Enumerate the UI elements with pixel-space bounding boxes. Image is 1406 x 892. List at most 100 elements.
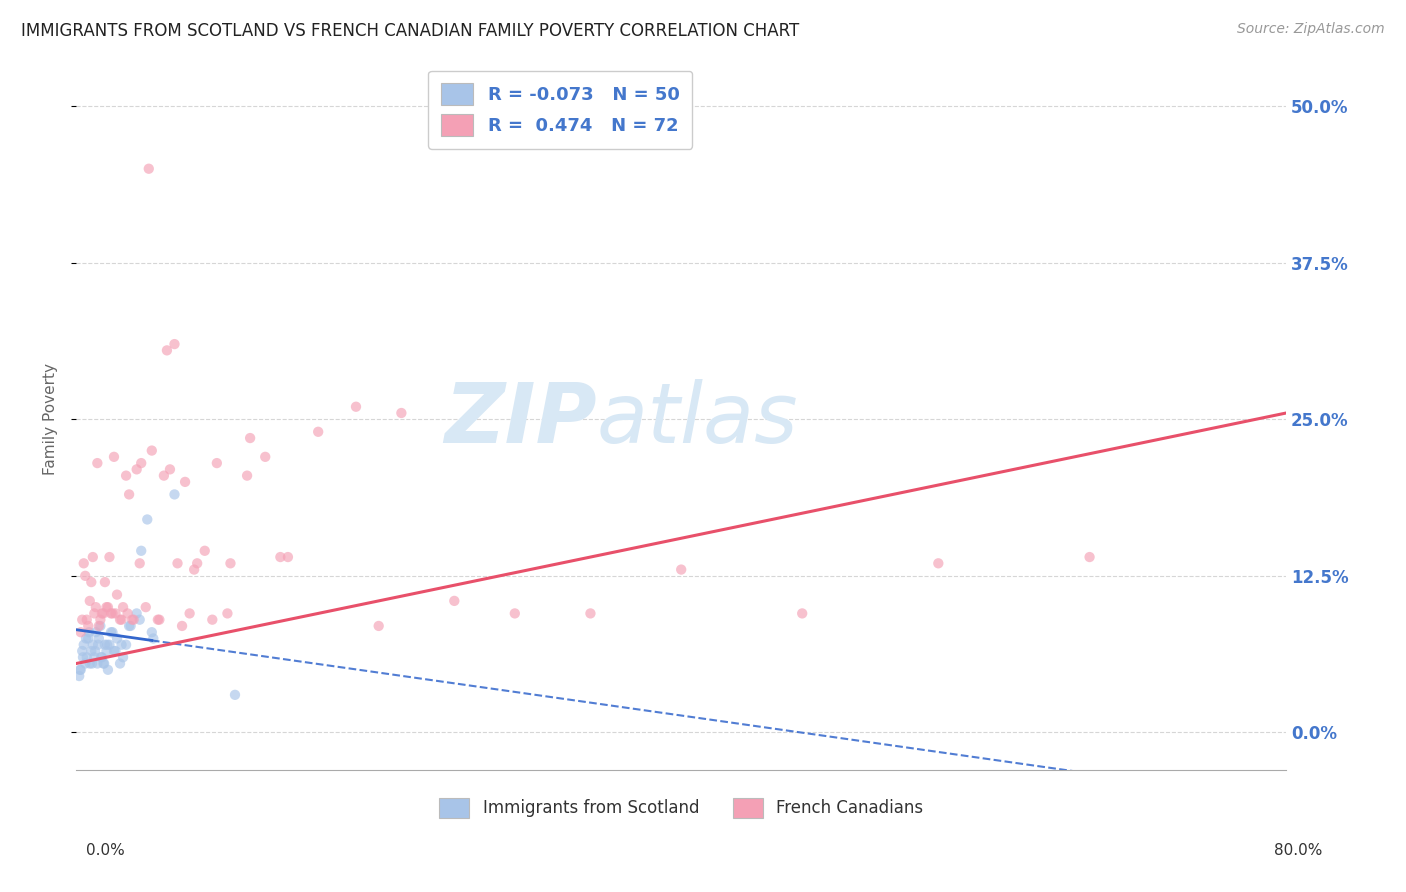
Point bbox=[84, 644, 107, 658]
Point bbox=[112, 650, 135, 665]
Point bbox=[75, 569, 97, 583]
Text: 0.0%: 0.0% bbox=[86, 843, 125, 858]
Point bbox=[77, 625, 100, 640]
Point bbox=[205, 456, 228, 470]
Point bbox=[84, 600, 107, 615]
Point bbox=[87, 632, 110, 646]
Point bbox=[118, 619, 141, 633]
Point bbox=[98, 638, 121, 652]
Point bbox=[72, 650, 94, 665]
Point bbox=[90, 650, 112, 665]
Point bbox=[153, 468, 176, 483]
Point bbox=[80, 575, 103, 590]
Text: atlas: atlas bbox=[596, 379, 799, 459]
Point bbox=[79, 657, 101, 671]
Point bbox=[80, 657, 103, 671]
Point bbox=[79, 594, 101, 608]
Point bbox=[128, 557, 150, 571]
Point bbox=[148, 613, 170, 627]
Point bbox=[163, 337, 186, 351]
Point bbox=[224, 688, 246, 702]
Point bbox=[120, 619, 142, 633]
Point bbox=[1078, 549, 1101, 564]
Point bbox=[219, 557, 242, 571]
Point bbox=[307, 425, 329, 439]
Point bbox=[110, 613, 132, 627]
Point bbox=[254, 450, 277, 464]
Point bbox=[94, 638, 117, 652]
Point bbox=[166, 557, 188, 571]
Text: 80.0%: 80.0% bbox=[1274, 843, 1322, 858]
Legend: Immigrants from Scotland, French Canadians: Immigrants from Scotland, French Canadia… bbox=[433, 791, 929, 825]
Point bbox=[170, 619, 193, 633]
Point bbox=[389, 406, 412, 420]
Point bbox=[101, 625, 124, 640]
Point bbox=[82, 549, 104, 564]
Point bbox=[84, 625, 107, 640]
Point bbox=[76, 650, 98, 665]
Point bbox=[269, 549, 291, 564]
Point bbox=[159, 462, 181, 476]
Point bbox=[98, 549, 121, 564]
Point bbox=[77, 619, 100, 633]
Point bbox=[96, 600, 118, 615]
Text: Source: ZipAtlas.com: Source: ZipAtlas.com bbox=[1237, 22, 1385, 37]
Point bbox=[67, 669, 90, 683]
Point bbox=[186, 557, 208, 571]
Point bbox=[183, 563, 205, 577]
Point bbox=[80, 644, 103, 658]
Point bbox=[100, 625, 122, 640]
Point bbox=[82, 638, 104, 652]
Point bbox=[792, 607, 814, 621]
Point bbox=[125, 607, 148, 621]
Point bbox=[76, 613, 98, 627]
Point bbox=[104, 644, 127, 658]
Point bbox=[89, 619, 111, 633]
Point bbox=[129, 543, 152, 558]
Point bbox=[503, 607, 526, 621]
Point bbox=[93, 657, 115, 671]
Point bbox=[75, 657, 97, 671]
Point bbox=[367, 619, 389, 633]
Point bbox=[69, 625, 91, 640]
Point bbox=[125, 462, 148, 476]
Point bbox=[122, 613, 145, 627]
Point bbox=[73, 557, 96, 571]
Text: IMMIGRANTS FROM SCOTLAND VS FRENCH CANADIAN FAMILY POVERTY CORRELATION CHART: IMMIGRANTS FROM SCOTLAND VS FRENCH CANAD… bbox=[21, 22, 800, 40]
Point bbox=[236, 468, 259, 483]
Point bbox=[101, 607, 124, 621]
Point bbox=[128, 613, 150, 627]
Point bbox=[194, 543, 217, 558]
Point bbox=[87, 638, 110, 652]
Point bbox=[69, 663, 91, 677]
Point bbox=[118, 487, 141, 501]
Point bbox=[115, 468, 138, 483]
Point bbox=[344, 400, 367, 414]
Point bbox=[70, 613, 93, 627]
Point bbox=[103, 644, 125, 658]
Point bbox=[86, 456, 108, 470]
Point bbox=[179, 607, 201, 621]
Point bbox=[93, 657, 115, 671]
Point bbox=[277, 549, 299, 564]
Point bbox=[174, 475, 197, 489]
Point bbox=[83, 607, 105, 621]
Point bbox=[104, 607, 127, 621]
Point bbox=[105, 632, 128, 646]
Point bbox=[117, 607, 139, 621]
Point bbox=[97, 663, 120, 677]
Point bbox=[108, 613, 131, 627]
Point bbox=[201, 613, 224, 627]
Point bbox=[129, 456, 152, 470]
Point bbox=[156, 343, 179, 358]
Point bbox=[94, 575, 117, 590]
Point bbox=[97, 600, 120, 615]
Point bbox=[115, 638, 138, 652]
Point bbox=[135, 600, 157, 615]
Point bbox=[239, 431, 262, 445]
Point bbox=[93, 607, 115, 621]
Point bbox=[96, 644, 118, 658]
Point bbox=[163, 487, 186, 501]
Point bbox=[138, 161, 160, 176]
Point bbox=[83, 650, 105, 665]
